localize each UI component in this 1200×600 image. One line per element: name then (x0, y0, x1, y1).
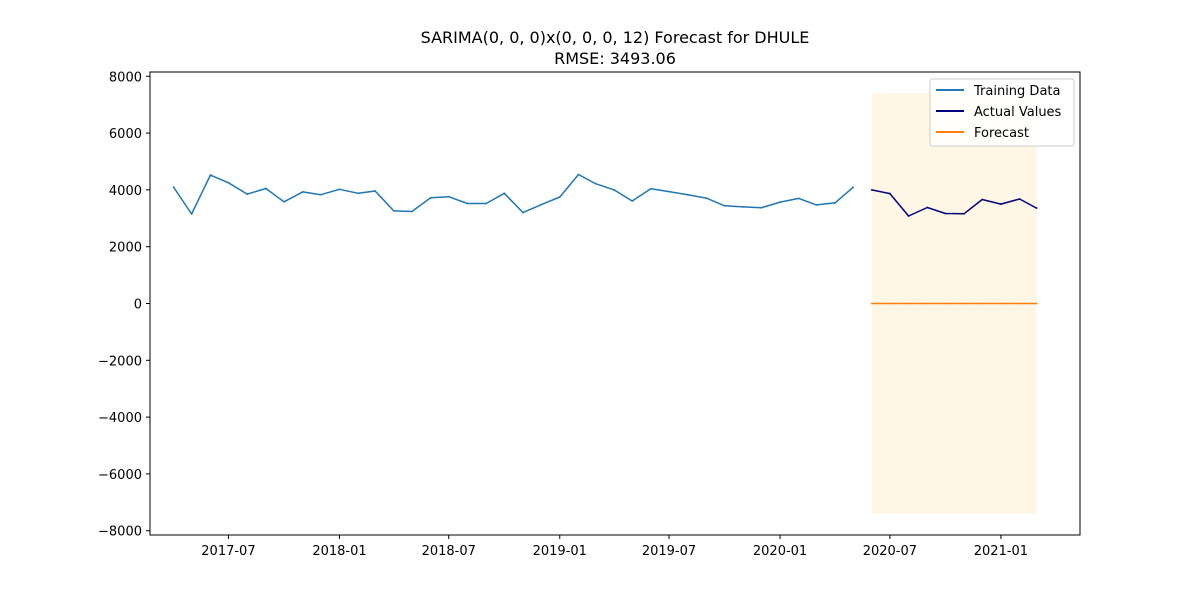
x-tick-label: 2018-01 (312, 544, 366, 559)
data-point (1035, 207, 1038, 209)
data-point (503, 192, 506, 195)
data-point (779, 201, 781, 203)
x-tick-label: 2018-07 (422, 544, 476, 559)
data-point (723, 204, 726, 207)
y-tick-label: 6000 (109, 127, 142, 142)
data-point (246, 193, 249, 196)
data-point (888, 192, 891, 195)
data-point (907, 302, 910, 305)
data-point (963, 212, 966, 215)
data-point (209, 174, 212, 177)
data-point (190, 213, 193, 215)
data-point (963, 302, 966, 305)
data-point (577, 173, 580, 176)
x-tick-label: 2017-07 (201, 544, 255, 559)
data-point (283, 200, 285, 203)
y-tick-label: −2000 (98, 354, 142, 369)
data-point (411, 210, 413, 213)
data-point (264, 187, 267, 190)
data-point (797, 197, 800, 200)
data-point (981, 198, 984, 201)
data-point (815, 204, 818, 206)
data-point (1000, 203, 1002, 205)
data-point (870, 302, 873, 305)
legend-label: Training Data (973, 84, 1060, 99)
data-point (686, 193, 689, 196)
chart-subtitle: RMSE: 3493.06 (554, 49, 676, 68)
data-point (558, 196, 561, 198)
y-tick-label: 8000 (109, 70, 142, 85)
series-line-0 (172, 173, 854, 215)
data-point (668, 190, 670, 193)
data-point (926, 302, 929, 305)
legend-label: Actual Values (974, 105, 1062, 120)
data-point (522, 211, 524, 214)
data-point (1035, 302, 1038, 305)
x-tick-label: 2019-07 (642, 544, 696, 559)
data-point (760, 206, 763, 209)
x-tick-label: 2019-01 (533, 544, 587, 559)
data-point (888, 302, 891, 305)
data-point (338, 188, 341, 191)
series-line-1 (871, 189, 1037, 217)
y-tick-label: 4000 (109, 184, 142, 199)
data-point (981, 302, 984, 305)
data-point (429, 196, 432, 199)
y-tick-label: 0 (134, 298, 142, 313)
data-point (540, 203, 542, 206)
data-point (926, 206, 929, 209)
data-point (705, 197, 708, 200)
data-point (227, 181, 230, 184)
x-tick-label: 2020-01 (753, 544, 807, 559)
data-point (944, 212, 947, 215)
data-point (742, 206, 745, 208)
plot-area: 8000 6000 4000 2000 0 −2000 −4000 −6000 −8000 201… (98, 70, 1081, 559)
y-tick-label: 2000 (109, 241, 142, 256)
data-point (907, 215, 910, 217)
legend-label: Forecast (974, 126, 1029, 141)
legend: Training Data Actual Values Forecast (929, 78, 1075, 147)
data-point (319, 193, 322, 196)
x-tick-label: 2021-01 (974, 544, 1028, 559)
data-point (392, 210, 395, 212)
legend-box (929, 78, 1075, 147)
data-point (1018, 302, 1021, 305)
data-point (1000, 302, 1002, 305)
data-point (594, 182, 597, 185)
data-point (301, 190, 304, 193)
data-point (172, 186, 175, 188)
data-point (852, 186, 854, 189)
data-point (447, 195, 450, 198)
data-point (613, 188, 615, 191)
x-tick-label: 2020-07 (863, 544, 917, 559)
y-tick-label: −8000 (98, 525, 142, 540)
data-point (466, 202, 469, 205)
data-point (374, 190, 377, 192)
y-tick-label: −6000 (98, 468, 142, 483)
data-point (870, 188, 873, 191)
data-point (944, 302, 947, 305)
data-point (1018, 198, 1021, 200)
data-point (357, 192, 360, 195)
data-point (631, 200, 634, 202)
data-point (485, 202, 488, 205)
y-tick-label: −4000 (98, 411, 142, 426)
data-point (834, 202, 836, 204)
data-point (650, 187, 652, 190)
chart-title: SARIMA(0, 0, 0)x(0, 0, 0, 12) Forecast f… (421, 28, 810, 47)
